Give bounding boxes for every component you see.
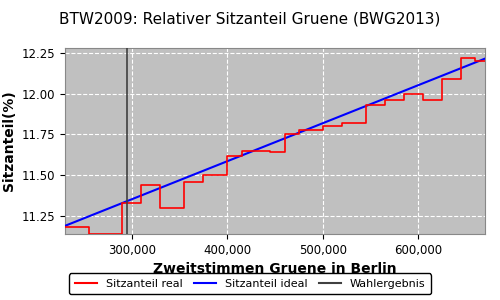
X-axis label: Zweitstimmen Gruene in Berlin: Zweitstimmen Gruene in Berlin (153, 262, 397, 276)
Text: BTW2009: Relativer Sitzanteil Gruene (BWG2013): BTW2009: Relativer Sitzanteil Gruene (BW… (60, 12, 440, 27)
Y-axis label: Sitzanteil(%): Sitzanteil(%) (2, 91, 16, 191)
Legend: Sitzanteil real, Sitzanteil ideal, Wahlergebnis: Sitzanteil real, Sitzanteil ideal, Wahle… (69, 273, 431, 294)
